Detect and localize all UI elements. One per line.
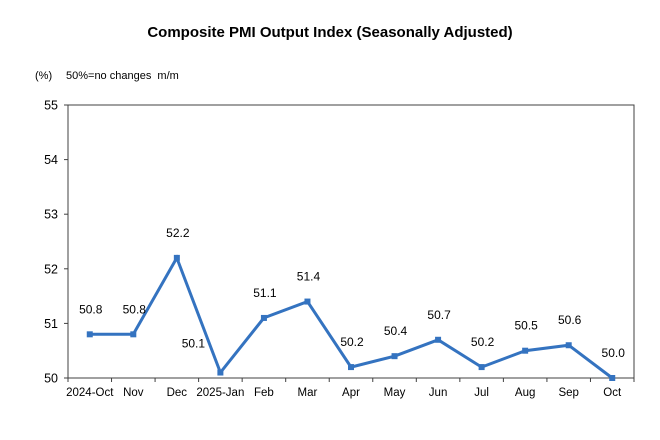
data-point-label: 50.5	[514, 319, 538, 333]
x-axis-label: Dec	[167, 387, 188, 399]
data-point-label: 50.6	[558, 313, 582, 327]
data-point-label: 50.8	[79, 302, 103, 316]
data-point-label: 51.1	[253, 286, 277, 300]
data-point-marker	[173, 254, 180, 261]
data-point-marker	[304, 298, 311, 305]
x-axis-label: 2024-Oct	[66, 387, 114, 399]
data-point-marker	[391, 353, 398, 360]
y-axis-tick-label: 51	[44, 317, 58, 331]
x-axis-label: Sep	[558, 387, 578, 399]
data-point-marker	[478, 364, 485, 371]
data-point-marker	[522, 347, 529, 354]
x-axis-label: 2025-Jan	[196, 387, 244, 399]
y-axis-tick-label: 50	[44, 372, 58, 386]
y-axis-unit-label: (%)	[35, 70, 53, 82]
data-point-marker	[260, 314, 267, 321]
data-point-label: 50.8	[123, 302, 147, 316]
data-point-label: 50.0	[602, 346, 626, 360]
data-point-label: 51.4	[297, 270, 321, 284]
data-point-marker	[435, 336, 442, 343]
data-point-marker	[86, 331, 93, 338]
data-point-marker	[130, 331, 137, 338]
x-axis-label: Jun	[429, 387, 448, 399]
x-axis-label: Apr	[342, 387, 360, 399]
data-point-marker	[348, 364, 354, 371]
x-axis-label: Mar	[298, 387, 318, 399]
y-axis-tick-label: 53	[44, 208, 58, 222]
x-axis-label: Feb	[254, 387, 274, 399]
data-point-label: 50.2	[340, 335, 364, 349]
x-axis-label: Aug	[515, 387, 535, 399]
data-point-marker	[565, 342, 572, 349]
x-axis-label: Nov	[123, 387, 144, 399]
data-point-label: 50.1	[182, 337, 206, 351]
y-axis-tick-label: 54	[44, 153, 58, 167]
data-point-label: 52.2	[166, 226, 190, 240]
x-axis-label: Jul	[474, 387, 489, 399]
data-point-label: 50.7	[427, 308, 451, 322]
data-point-label: 50.4	[384, 324, 408, 338]
chart-note: 50%=no changes m/m	[66, 70, 179, 82]
y-axis-tick-label: 52	[44, 262, 58, 276]
data-point-marker	[609, 375, 616, 381]
plot-border	[67, 104, 635, 379]
data-point-marker	[217, 369, 224, 376]
chart-title: Composite PMI Output Index (Seasonally A…	[147, 24, 513, 41]
x-axis-label: Oct	[603, 387, 622, 399]
y-axis-tick-label: 55	[44, 99, 58, 113]
x-axis-label: May	[384, 387, 406, 399]
data-point-label: 50.2	[471, 335, 495, 349]
